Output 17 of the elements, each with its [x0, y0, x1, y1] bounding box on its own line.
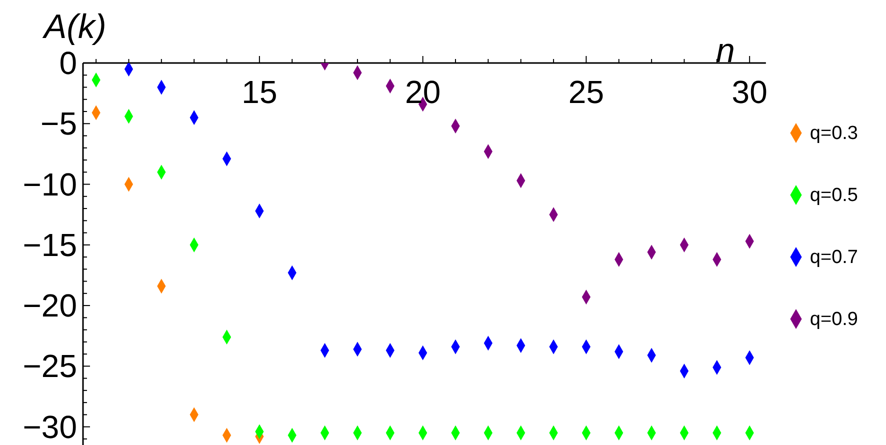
legend-label: q=0.3: [810, 122, 858, 144]
x-axis-title: n: [716, 32, 735, 71]
y-tick-label: −10: [22, 166, 77, 202]
legend-label: q=0.9: [810, 308, 858, 330]
y-tick-label: −20: [22, 288, 77, 324]
y-tick-label: −30: [22, 408, 77, 445]
y-tick-label: −25: [22, 348, 77, 384]
y-axis-title: A(k): [44, 8, 106, 47]
x-tick-label: 30: [732, 74, 768, 110]
y-tick-label: −15: [22, 226, 77, 263]
y-tick-label: −5: [40, 106, 77, 142]
x-tick-label: 20: [405, 74, 441, 110]
x-tick-label: 15: [242, 74, 278, 110]
legend-label: q=0.5: [810, 184, 858, 206]
legend-label: q=0.7: [810, 246, 858, 268]
y-tick-label: 0: [59, 45, 77, 81]
x-tick-label: 25: [568, 74, 604, 110]
